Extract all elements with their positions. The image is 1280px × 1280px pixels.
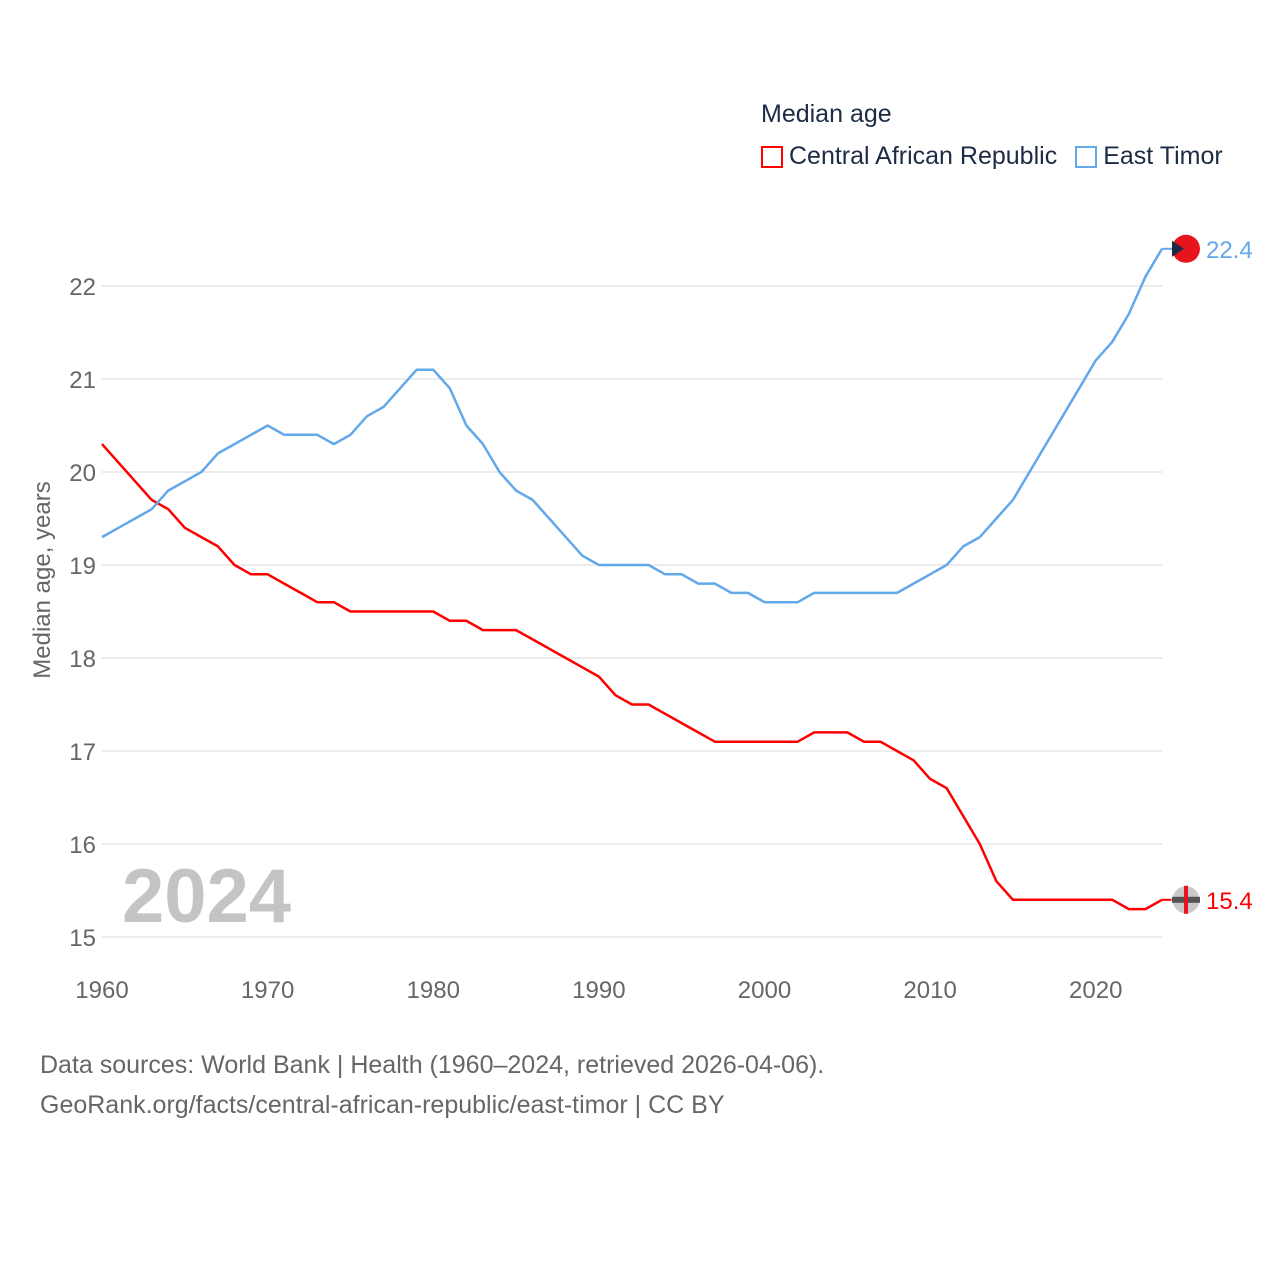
east-timor-flag-icon xyxy=(1172,234,1200,263)
legend-label: Central African Republic xyxy=(789,142,1058,170)
x-tick-label: 1970 xyxy=(241,977,294,1004)
legend-title: Median age xyxy=(761,100,892,128)
series-line-0 xyxy=(101,443,1163,911)
x-tick-label: 2000 xyxy=(738,977,791,1004)
y-tick-label: 21 xyxy=(69,367,96,394)
y-tick-label: 15 xyxy=(69,925,96,952)
y-axis-label: Median age, years xyxy=(29,481,56,678)
y-tick-label: 18 xyxy=(69,646,96,673)
legend-item-east-timor[interactable]: East Timor xyxy=(1075,142,1223,171)
y-tick-label: 22 xyxy=(69,274,96,301)
y-tick-label: 17 xyxy=(69,739,96,766)
legend-swatch xyxy=(1075,145,1098,168)
flag-triangle xyxy=(1172,240,1184,257)
x-tick-label: 1990 xyxy=(572,977,625,1004)
x-tick-label: 1960 xyxy=(75,977,128,1004)
legend-label: East Timor xyxy=(1103,142,1223,170)
x-tick-label: 2010 xyxy=(903,977,956,1004)
year-label: 2024 xyxy=(122,854,291,939)
series-line-1 xyxy=(101,248,1164,604)
x-tick-label: 2020 xyxy=(1069,977,1122,1004)
legend-item-car[interactable]: Central African Republic xyxy=(761,142,1057,171)
y-tick-label: 19 xyxy=(69,553,96,580)
footer: Data sources: World Bank | Health (1960–… xyxy=(40,1045,824,1125)
y-tick-label: 20 xyxy=(69,460,96,487)
source-text: Data sources: World Bank | Health (1960–… xyxy=(40,1051,825,1079)
flag-stripe xyxy=(1184,885,1188,914)
x-tick-label: 1980 xyxy=(407,977,460,1004)
y-tick-label: 16 xyxy=(69,832,96,859)
source-url[interactable]: GeoRank.org/facts/central-african-republ… xyxy=(40,1091,725,1119)
legend: Central African Republic East Timor xyxy=(761,142,1223,171)
end-value-label: 22.4 xyxy=(1206,237,1253,264)
end-value-label: 15.4 xyxy=(1206,888,1253,915)
legend-swatch xyxy=(761,145,783,168)
